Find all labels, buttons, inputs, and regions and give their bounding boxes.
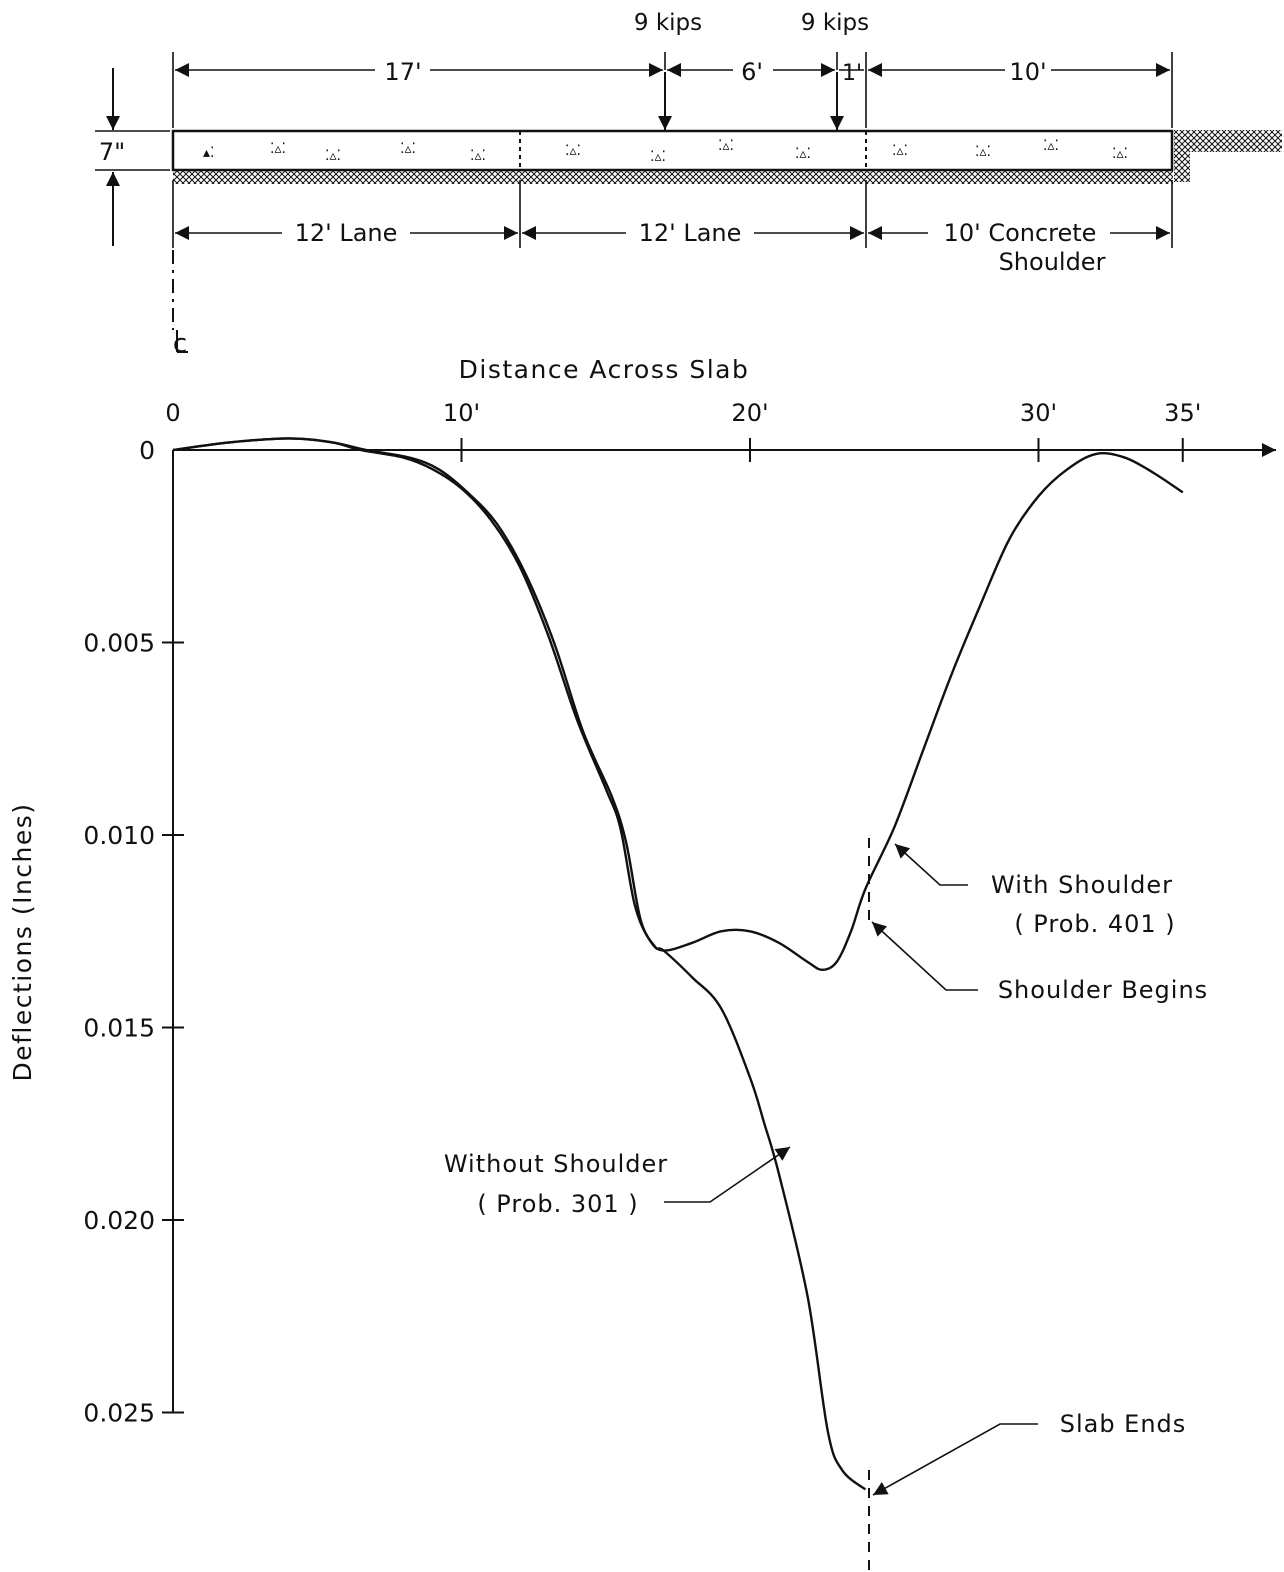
annotation-with-shoulder: With Shoulder ( Prob. 401 ): [894, 843, 1175, 938]
dim-10ft-label: 10': [1009, 58, 1046, 86]
y-axis-title: Deflections (Inches): [8, 802, 37, 1081]
annotation-without-shoulder: Without Shoulder ( Prob. 301 ): [444, 1146, 791, 1218]
dim-17ft-label: 17': [384, 58, 421, 86]
svg-text:⁚▵⁚: ⁚▵⁚: [650, 149, 666, 165]
y-tick-label: 0.010: [83, 821, 155, 850]
svg-text:⁚▵⁚: ⁚▵⁚: [1112, 146, 1128, 162]
subgrade: [173, 170, 1173, 184]
y-tick-label: 0.025: [83, 1399, 155, 1428]
svg-text:⁚▵⁚: ⁚▵⁚: [270, 141, 286, 157]
dim-1ft-label: 1': [842, 61, 862, 86]
svg-text:Slab Ends: Slab Ends: [1060, 1410, 1187, 1438]
x-tick-label: 35': [1164, 399, 1201, 427]
svg-text:⁚▵⁚: ⁚▵⁚: [1043, 138, 1059, 154]
lane-1-label: 12' Lane: [295, 219, 398, 247]
series-without-shoulder: [172, 437, 867, 1491]
chart-area: Distance Across Slab Deflections (Inches…: [8, 355, 1276, 1572]
y-tick-label: 0.020: [83, 1206, 155, 1235]
lane-2-label: 12' Lane: [639, 219, 742, 247]
svg-text:With Shoulder: With Shoulder: [991, 871, 1173, 899]
svg-text:⁚▵⁚: ⁚▵⁚: [795, 146, 811, 162]
svg-text:⁚▵⁚: ⁚▵⁚: [892, 143, 908, 159]
svg-text:( Prob. 301 ): ( Prob. 301 ): [477, 1190, 638, 1218]
y-tick-label: 0.005: [83, 629, 155, 658]
y-tick-label: 0.015: [83, 1014, 155, 1043]
svg-text:⁚▵⁚: ⁚▵⁚: [470, 148, 486, 164]
aggregate-marks: ▴⁚ ⁚▵⁚ ⁚▵⁚ ⁚▵⁚ ⁚▵⁚ ⁚▵⁚ ⁚▵⁚ ⁚▵⁚ ⁚▵⁚ ⁚▵⁚ ⁚▵⁚ ⁚▵⁚ ⁚…: [203, 138, 1128, 165]
svg-text:⁚▵⁚: ⁚▵⁚: [975, 144, 991, 160]
svg-text:⁚▵⁚: ⁚▵⁚: [718, 138, 734, 154]
x-axis-title: Distance Across Slab: [459, 355, 750, 384]
load-label-1: 9 kips: [634, 10, 702, 36]
slab-cross-section: 9 kips 9 kips 17' 6' 1' 10' 7": [95, 10, 1282, 359]
svg-text:⁚▵⁚: ⁚▵⁚: [565, 143, 581, 159]
svg-text:⁚▵⁚: ⁚▵⁚: [325, 148, 341, 164]
x-tick-label: 20': [731, 399, 768, 427]
svg-text:⁚▵⁚: ⁚▵⁚: [400, 141, 416, 157]
thickness-label: 7": [99, 138, 125, 166]
dim-6ft-label: 6': [741, 58, 763, 86]
series-with-shoulder: [172, 437, 1184, 972]
svg-text:( Prob. 401 ): ( Prob. 401 ): [1014, 910, 1175, 938]
shoulder-label-2: Shoulder: [999, 248, 1106, 276]
shoulder-label-1: 10' Concrete: [944, 219, 1097, 247]
annotation-shoulder-begins: Shoulder Begins: [871, 921, 1208, 1004]
x-tick-label: 0: [165, 399, 180, 427]
annotation-slab-ends: Slab Ends: [872, 1410, 1187, 1496]
svg-text:▴⁚: ▴⁚: [203, 145, 214, 161]
concrete-slab: [171, 129, 1174, 172]
load-label-2: 9 kips: [801, 10, 869, 36]
x-tick-label: 10': [443, 399, 480, 427]
shoulder-ground: [1174, 130, 1282, 152]
y-tick-label: 0: [139, 436, 155, 465]
centerline-label: ⅽ: [173, 329, 187, 359]
svg-text:Shoulder Begins: Shoulder Begins: [998, 976, 1208, 1004]
x-tick-label: 30': [1020, 399, 1057, 427]
svg-text:Without Shoulder: Without Shoulder: [444, 1150, 668, 1178]
